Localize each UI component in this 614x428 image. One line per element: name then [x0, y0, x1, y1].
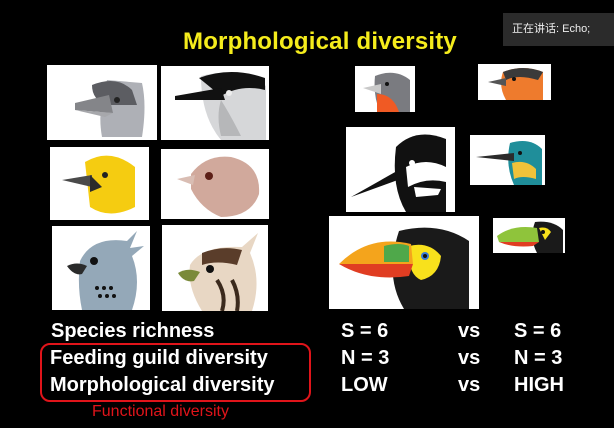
right-value-morphological-diversity: HIGH [514, 374, 564, 396]
orange-bird-head-icon [478, 64, 551, 100]
toucan-head-icon [329, 216, 479, 309]
vs-species-richness: vs [458, 320, 481, 342]
functional-diversity-caption: Functional diversity [92, 403, 229, 420]
vs-morphological-diversity: vs [458, 374, 481, 396]
yellow-bird-head-icon [50, 147, 149, 220]
red-breasted-finch-head-icon [355, 66, 415, 112]
left-value-feeding-guild: N = 3 [341, 347, 390, 369]
left-value-morphological-diversity: LOW [341, 374, 388, 396]
functional-diversity-highlight [40, 343, 311, 402]
right-value-species-richness: S = 6 [514, 320, 562, 342]
row-label-species-richness: Species richness [51, 320, 215, 342]
left-value-species-richness: S = 6 [341, 320, 389, 342]
vs-feeding-guild: vs [458, 347, 481, 369]
slide-title: Morphological diversity [183, 28, 457, 55]
toucan-small-head-icon [493, 218, 565, 253]
hawk-eagle-head-icon [162, 225, 268, 311]
kingfisher-head-icon [470, 135, 545, 185]
crested-eagle-head-icon [52, 226, 150, 310]
woodpecker-head-icon [346, 127, 455, 212]
black-white-bird-head-icon [161, 66, 269, 140]
speaking-indicator: 正在讲话: Echo; [503, 13, 614, 46]
right-value-feeding-guild: N = 3 [514, 347, 563, 369]
row-label-feeding-guild: Feeding guild diversity [50, 347, 268, 369]
row-label-morphological-diversity: Morphological diversity [50, 374, 275, 396]
pink-bird-head-icon [161, 149, 269, 219]
grey-finch-head-icon [47, 65, 157, 140]
